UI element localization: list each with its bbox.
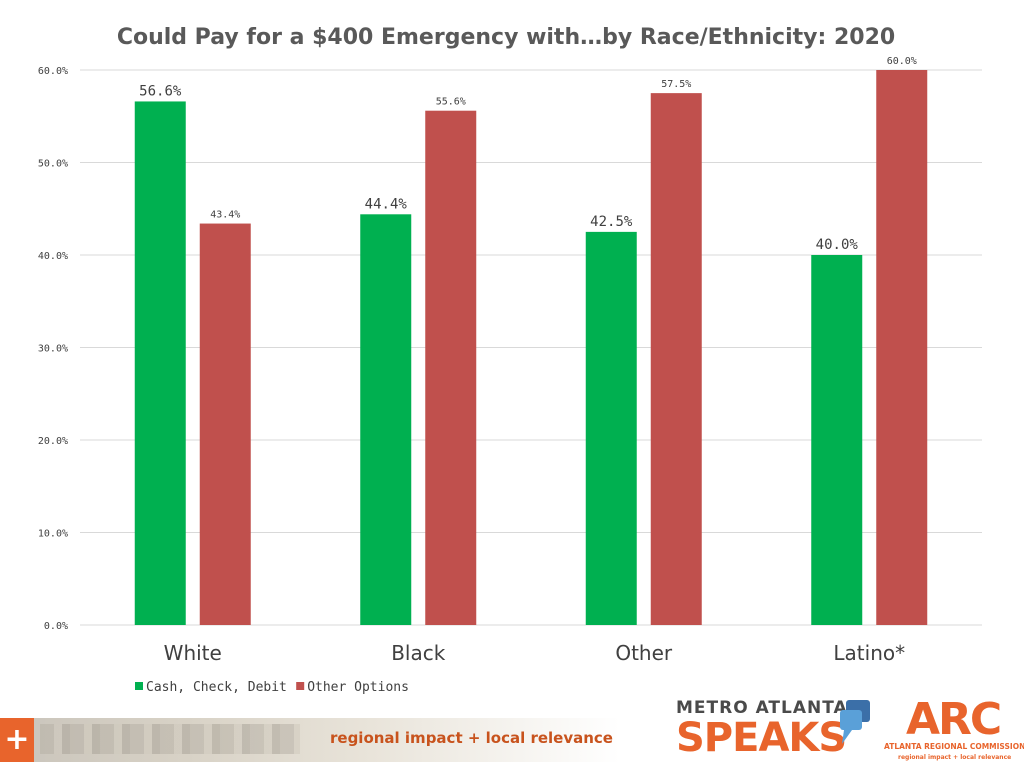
arc-logo-name: ATLANTA REGIONAL COMMISSION [884,742,1024,751]
logo-text-top: METRO ATLANTA [676,698,848,718]
chart: Could Pay for a $400 Emergency with…by R… [38,25,982,695]
category-labels: White Black Other Latino* [164,641,905,665]
x-category-label: Latino* [833,641,905,665]
y-tick-label: 40.0% [38,251,68,262]
arc-logo-tagline: regional impact + local relevance [898,754,1012,761]
data-label: 57.5% [661,79,691,90]
legend-swatch [296,682,305,690]
bar-other-2 [650,93,702,625]
bar-cash-2 [585,231,637,625]
bar-other-3 [876,70,928,625]
speech-bubble-icon [840,700,870,744]
data-label: 56.6% [139,83,182,99]
data-labels: 56.6% 43.4% 44.4% 55.6% 42.5% 57.5% 40.0% 60.0% [139,56,917,253]
chart-title: Could Pay for a $400 Emergency with…by R… [117,25,895,50]
bar-other-1 [425,110,477,625]
x-category-label: Other [615,641,673,665]
legend-swatch [135,682,143,690]
data-label: 40.0% [816,237,859,253]
metro-atlanta-speaks-logo: METRO ATLANTA SPEAKS [676,698,876,762]
bars [134,70,928,626]
legend-label: Cash, Check, Debit [146,680,287,695]
bar-cash-1 [360,214,412,626]
y-tick-label: 60.0% [38,66,68,77]
logo-text-bottom: SPEAKS [676,715,847,761]
bar-other-0 [199,223,251,626]
footer-tagline: regional impact + local relevance [330,729,613,747]
y-tick-label: 0.0% [44,621,68,632]
data-label: 55.6% [436,97,466,108]
y-tick-label: 50.0% [38,159,68,170]
y-tick-label: 10.0% [38,529,68,540]
legend-label: Other Options [307,680,409,695]
data-label: 43.4% [210,210,240,221]
plus-icon: + [0,718,34,762]
x-category-label: White [164,641,222,665]
footer-photo-strip [0,718,620,762]
arc-logo: ARC ATLANTA REGIONAL COMMISSION regional… [884,694,1024,764]
arc-logo-letters: ARC [906,694,1002,745]
data-label: 42.5% [590,214,633,230]
y-tick-label: 30.0% [38,344,68,355]
data-label: 44.4% [365,196,408,212]
bar-cash-0 [134,101,186,625]
legend: Cash, Check, Debit Other Options [135,680,409,695]
data-label: 60.0% [887,56,917,67]
x-category-label: Black [391,641,446,665]
bar-cash-3 [811,255,863,625]
y-tick-label: 20.0% [38,436,68,447]
